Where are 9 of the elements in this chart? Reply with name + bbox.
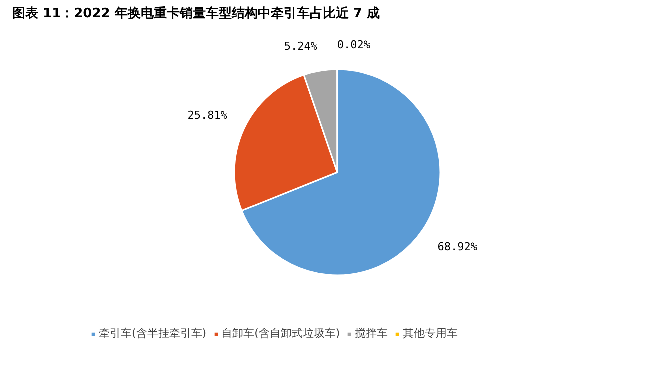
legend-label: 牵引车(含半挂牵引车) (99, 326, 207, 341)
chart-title: 图表 11：2022 年换电重卡销量车型结构中牵引车占比近 7 成 (12, 6, 380, 22)
data-label: 0.02% (337, 38, 371, 52)
data-label: 5.24% (284, 40, 318, 54)
legend-label: 其他专用车 (403, 326, 458, 341)
legend-label: 自卸车(含自卸式垃圾车) (222, 326, 340, 341)
data-label: 25.81% (188, 109, 228, 122)
legend-label: 搅拌车 (355, 326, 388, 341)
data-label: 68.92% (438, 240, 478, 254)
